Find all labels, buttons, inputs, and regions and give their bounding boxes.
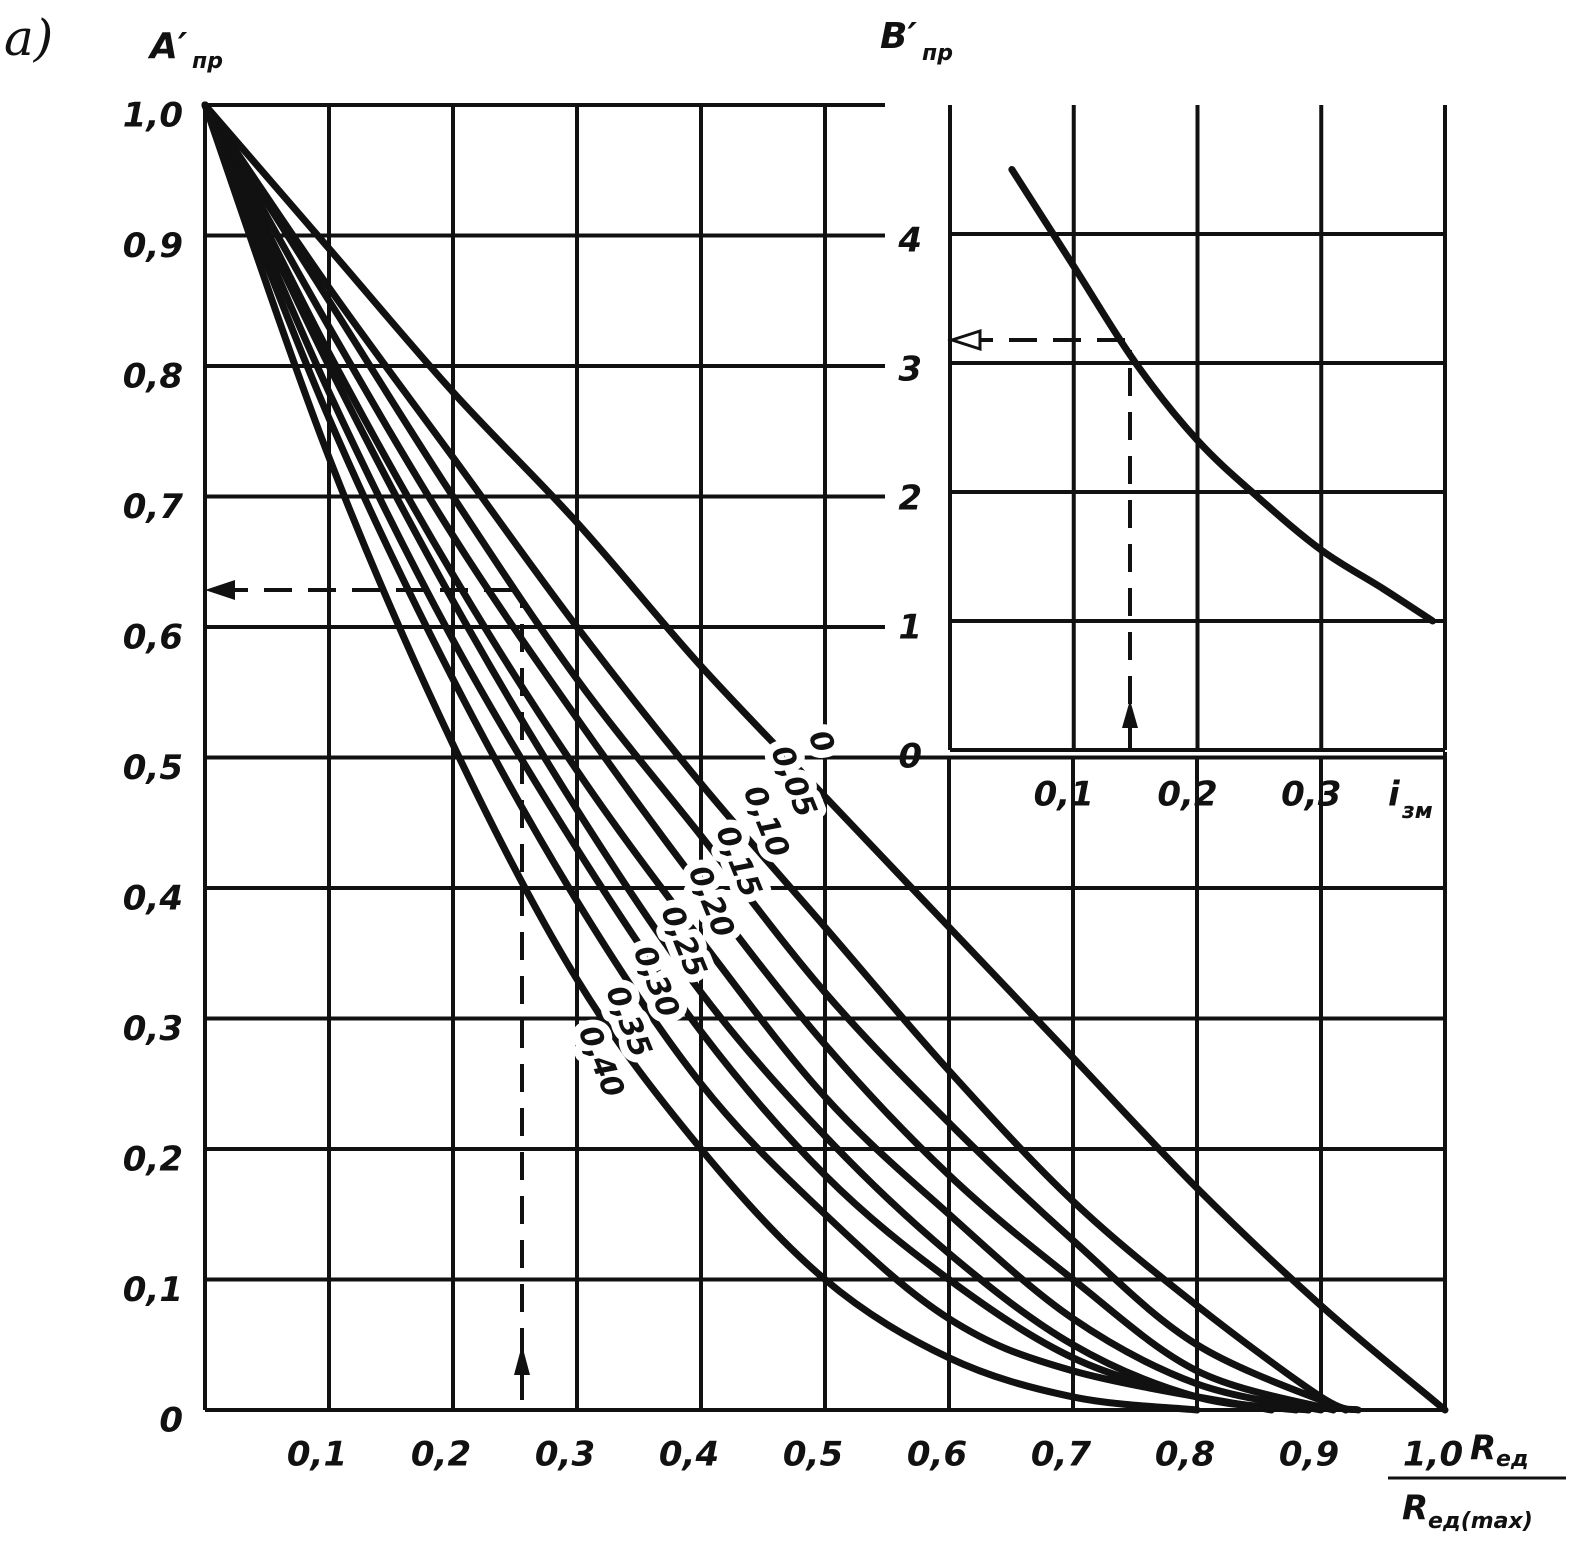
plot-area: 0 0,1 0,2 0,3 0,4 0,5 0,6 0,7 0,8 0,9 1,0 0,1 0,2 0,3…	[123, 96, 1463, 1475]
inset-x-tick-label: 0,2	[1157, 775, 1217, 815]
x-tick-label: 0,2	[411, 1435, 471, 1475]
x-tick-label: 1,0	[1403, 1435, 1463, 1475]
curve-label: 0	[801, 725, 841, 757]
y-tick-label: 0,7	[123, 487, 184, 527]
inset-x-axis-title-sub: зм	[1401, 799, 1433, 824]
guide-arrow	[1122, 700, 1138, 728]
x-tick-label: 0,4	[659, 1435, 719, 1475]
y-tick-label: 0,2	[123, 1140, 183, 1180]
x-tick-label: 0,5	[783, 1435, 843, 1475]
inset-x-tick-label: 0,3	[1281, 775, 1341, 815]
guide-arrow	[514, 1345, 530, 1375]
y-tick-label: 0,4	[123, 879, 183, 919]
inset-background	[888, 103, 1449, 752]
inset-y-tick-label: 4	[897, 221, 922, 261]
inset-y-tick-label: 2	[898, 479, 922, 519]
y-tick-label: 0,3	[123, 1009, 183, 1049]
curve	[201, 101, 1362, 1414]
y-tick-label: 0,9	[123, 226, 183, 266]
curve	[201, 101, 1313, 1414]
y-tick-label: 0,5	[123, 748, 183, 788]
x-tick-label: 0,9	[1279, 1435, 1339, 1475]
y-tick-label: 1,0	[123, 96, 183, 136]
y-axis-title-sub: пр	[192, 49, 223, 74]
y-tick-label: 0,8	[123, 357, 183, 397]
guide-arrow	[947, 328, 982, 352]
x-tick-label: 0,8	[1155, 1435, 1215, 1475]
curve	[201, 101, 1201, 1414]
x-tick-label: 0,6	[907, 1435, 967, 1475]
inset-x-tick-label: 0,1	[1034, 775, 1094, 815]
x-axis-title-denominator-sub: ед(max)	[1428, 1509, 1533, 1534]
inset-y-tick-label: 0	[898, 737, 922, 777]
curve	[201, 101, 1350, 1414]
y-tick-label: 0,6	[123, 618, 183, 658]
curve	[201, 101, 1449, 1414]
inset-y-axis-title-sub: пр	[922, 41, 953, 66]
inset-y-tick-label: 1	[898, 608, 922, 648]
inset-x-axis-title: i	[1388, 775, 1401, 815]
x-axis-title-numerator: R	[1470, 1429, 1496, 1469]
curve	[201, 101, 1337, 1414]
x-tick-label: 0,3	[535, 1435, 595, 1475]
x-tick-label: 0,1	[287, 1435, 347, 1475]
x-tick-label: 0,7	[1031, 1435, 1092, 1475]
curve	[201, 101, 1325, 1414]
x-axis-title-denominator: R	[1402, 1489, 1428, 1529]
curve	[201, 101, 1300, 1414]
example-guides	[205, 328, 1138, 1400]
y-tick-label: 0,1	[123, 1270, 183, 1310]
x-axis-title-numerator-sub: ед	[1496, 1447, 1529, 1472]
y-axis-title: A′	[147, 26, 188, 67]
curve	[201, 101, 1275, 1414]
y-tick-label: 0	[159, 1401, 183, 1441]
inset-y-axis-title: B′	[880, 16, 917, 57]
curve	[1008, 166, 1437, 625]
panel-label: a)	[4, 9, 53, 67]
guide-arrow	[205, 580, 235, 600]
inset-y-tick-label: 3	[898, 350, 922, 390]
